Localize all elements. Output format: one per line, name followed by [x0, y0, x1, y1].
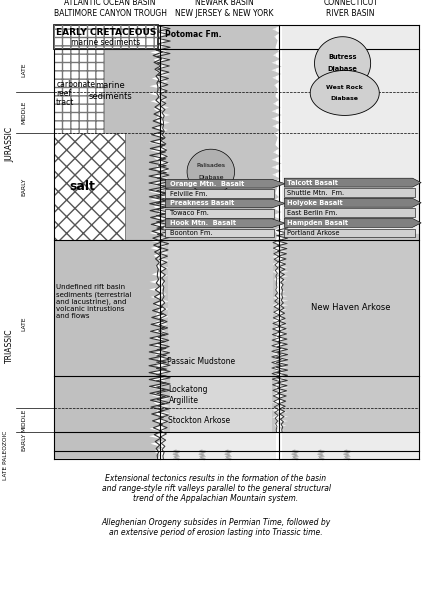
Bar	[168, 240, 273, 376]
Text: Talcott Basalt: Talcott Basalt	[287, 179, 338, 186]
Polygon shape	[187, 149, 235, 194]
Text: Preakness Basalt: Preakness Basalt	[170, 201, 234, 207]
Bar	[284, 229, 415, 237]
Polygon shape	[165, 219, 285, 227]
Text: Stockton Arkose: Stockton Arkose	[168, 416, 231, 425]
Text: LATE: LATE	[21, 317, 26, 332]
Bar	[170, 376, 272, 432]
Polygon shape	[156, 25, 282, 432]
Text: EARLY CRETACEOUS: EARLY CRETACEOUS	[56, 28, 156, 37]
Bar	[54, 25, 419, 459]
Text: Felville Fm.: Felville Fm.	[170, 191, 207, 197]
Text: Palisades: Palisades	[196, 163, 226, 168]
Text: Orange Mtn.  Basalt: Orange Mtn. Basalt	[170, 181, 244, 186]
Bar	[165, 189, 274, 198]
Text: MIDDLE: MIDDLE	[21, 101, 26, 124]
Text: marine
sediments: marine sediments	[88, 81, 132, 101]
Polygon shape	[284, 178, 421, 187]
Text: Diabase: Diabase	[198, 175, 224, 180]
Text: Undefined rift basin
sediments (terrestrial
and lacustrine), and
volcanic intrus: Undefined rift basin sediments (terrestr…	[56, 284, 131, 320]
Text: salt: salt	[69, 180, 95, 193]
Text: Portland Arkose: Portland Arkose	[287, 230, 340, 236]
Text: carbonate: carbonate	[56, 81, 95, 89]
Text: Shuttle Mtn.  Fm.: Shuttle Mtn. Fm.	[287, 189, 344, 196]
Text: New Haven Arkose: New Haven Arkose	[311, 303, 391, 313]
Polygon shape	[314, 37, 371, 90]
Text: marine sediments: marine sediments	[71, 38, 140, 47]
Bar	[284, 208, 415, 217]
Text: Potomac Fm.: Potomac Fm.	[165, 30, 222, 39]
Text: LATE PALEOZOIC: LATE PALEOZOIC	[3, 430, 8, 480]
Bar	[54, 133, 124, 240]
Text: Hook Mtn.  Basalt: Hook Mtn. Basalt	[170, 220, 236, 226]
Text: Boonton Fm.: Boonton Fm.	[170, 230, 212, 236]
Text: TRIASSIC: TRIASSIC	[5, 328, 14, 363]
Polygon shape	[165, 179, 285, 188]
Text: Butress: Butress	[328, 54, 357, 60]
Bar	[54, 133, 124, 240]
Bar	[54, 25, 158, 49]
Text: reef: reef	[56, 89, 71, 98]
Polygon shape	[284, 218, 421, 227]
Text: Passaic Mudstone: Passaic Mudstone	[167, 356, 235, 366]
Text: NEWARK BASIN
NEW JERSEY & NEW YORK: NEWARK BASIN NEW JERSEY & NEW YORK	[175, 0, 273, 18]
Polygon shape	[54, 49, 166, 459]
Bar	[54, 49, 104, 133]
Text: Hampden Basalt: Hampden Basalt	[287, 220, 348, 226]
Text: EARLY: EARLY	[21, 177, 26, 196]
Polygon shape	[276, 234, 419, 432]
Text: EARLY: EARLY	[21, 432, 26, 451]
Text: MIDDLE: MIDDLE	[21, 408, 26, 432]
Bar	[165, 229, 274, 237]
Text: Diabase: Diabase	[327, 66, 358, 72]
Text: East Berlin Fm.: East Berlin Fm.	[287, 210, 338, 216]
Text: Extensional tectonics results in the formation of the basin
and range-style rift: Extensional tectonics results in the for…	[102, 474, 330, 503]
Text: Towaco Fm.: Towaco Fm.	[170, 210, 209, 216]
Text: Lockatong
Argillite: Lockatong Argillite	[168, 385, 208, 405]
Bar	[282, 25, 419, 459]
Text: West Rock: West Rock	[326, 85, 363, 90]
Text: Diabase: Diabase	[331, 96, 359, 101]
Text: JURASSIC: JURASSIC	[5, 127, 14, 162]
Polygon shape	[310, 70, 379, 115]
Bar	[284, 188, 415, 197]
Text: ATLANTIC OCEAN BASIN
BALTIMORE CANYON TROUGH: ATLANTIC OCEAN BASIN BALTIMORE CANYON TR…	[54, 0, 167, 18]
Text: CONNECTICUT
RIVER BASIN: CONNECTICUT RIVER BASIN	[323, 0, 378, 18]
Text: tract: tract	[56, 98, 75, 107]
Text: LATE: LATE	[21, 63, 26, 78]
Bar	[54, 25, 158, 49]
Polygon shape	[284, 198, 421, 207]
Polygon shape	[165, 199, 285, 208]
Text: Holyoke Basalt: Holyoke Basalt	[287, 200, 343, 206]
Bar	[165, 209, 274, 218]
Bar	[163, 25, 276, 459]
Text: Alleghenian Orogeny subsides in Permian Time, followed by
an extensive period of: Alleghenian Orogeny subsides in Permian …	[102, 518, 330, 538]
